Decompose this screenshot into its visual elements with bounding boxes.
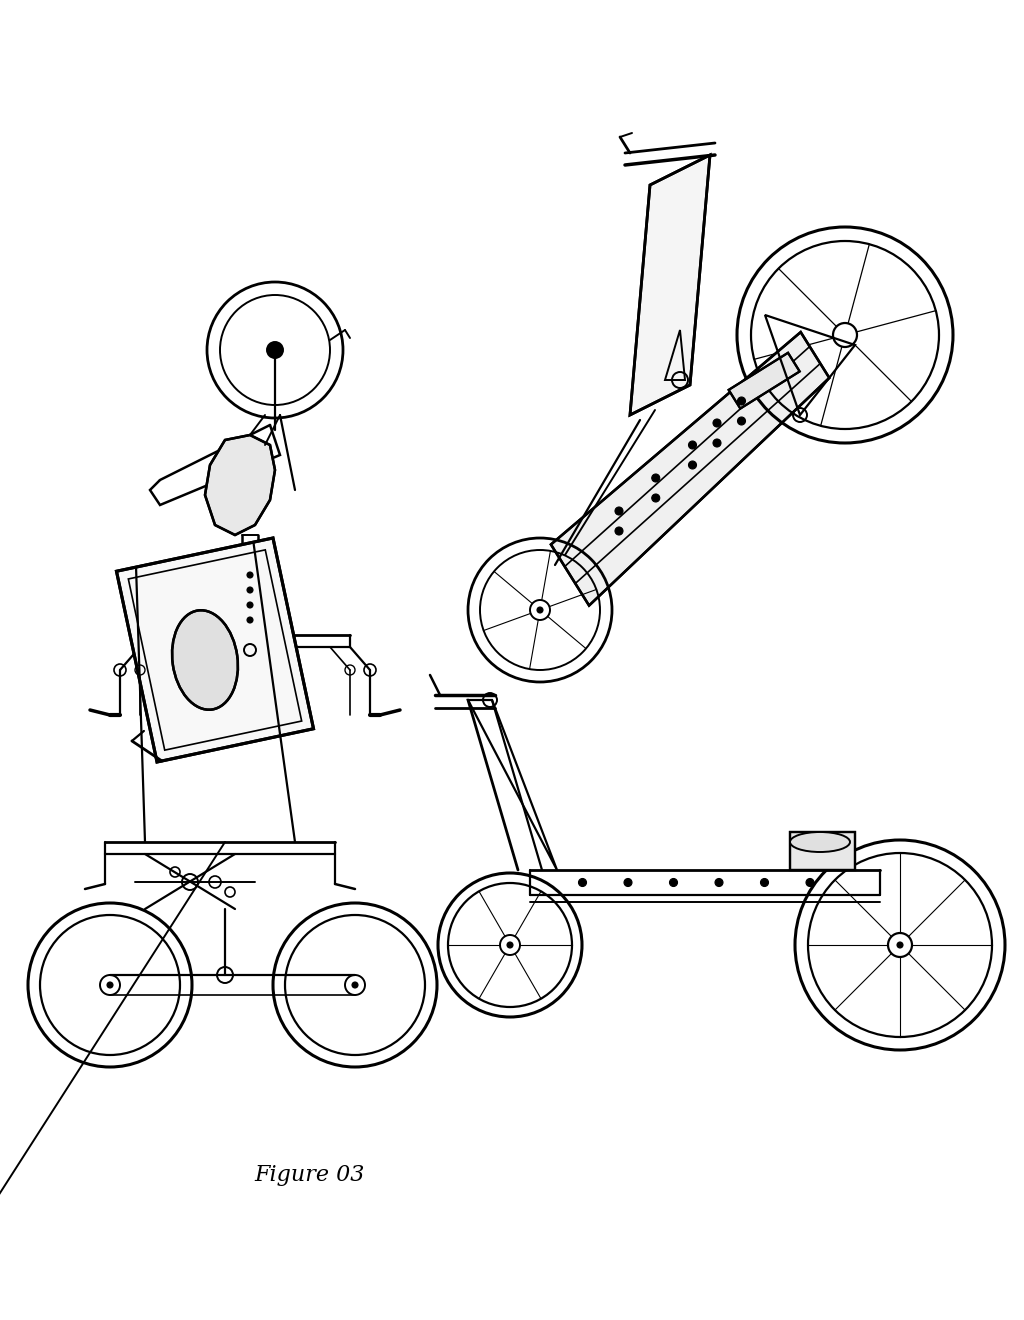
Text: US 2008/0203696 A1: US 2008/0203696 A1 bbox=[772, 48, 952, 62]
Circle shape bbox=[267, 342, 283, 358]
Circle shape bbox=[761, 879, 768, 887]
Text: Patent Application Publication: Patent Application Publication bbox=[72, 48, 334, 62]
Circle shape bbox=[247, 572, 253, 578]
Circle shape bbox=[624, 879, 632, 887]
Text: Figure 03: Figure 03 bbox=[255, 1164, 366, 1185]
Circle shape bbox=[507, 942, 513, 948]
Circle shape bbox=[897, 942, 903, 948]
Circle shape bbox=[615, 507, 623, 515]
Bar bbox=[790, 832, 855, 870]
Circle shape bbox=[651, 494, 659, 502]
Polygon shape bbox=[551, 333, 829, 606]
Text: Aug. 28, 2008  Sheet 3 of 17: Aug. 28, 2008 Sheet 3 of 17 bbox=[369, 48, 611, 62]
Circle shape bbox=[715, 879, 723, 887]
Circle shape bbox=[806, 879, 814, 887]
Bar bbox=[790, 832, 855, 870]
Circle shape bbox=[106, 982, 113, 987]
Circle shape bbox=[651, 474, 659, 482]
Circle shape bbox=[352, 982, 358, 987]
Ellipse shape bbox=[172, 610, 238, 710]
Circle shape bbox=[247, 616, 253, 623]
Circle shape bbox=[713, 418, 721, 426]
Circle shape bbox=[247, 602, 253, 609]
Circle shape bbox=[537, 607, 543, 612]
Circle shape bbox=[688, 441, 696, 449]
Polygon shape bbox=[630, 154, 710, 414]
Polygon shape bbox=[729, 352, 800, 409]
Circle shape bbox=[737, 417, 745, 425]
Circle shape bbox=[737, 397, 745, 405]
Polygon shape bbox=[117, 539, 313, 762]
Circle shape bbox=[579, 879, 587, 887]
Circle shape bbox=[713, 440, 721, 447]
Polygon shape bbox=[205, 436, 275, 535]
Circle shape bbox=[688, 461, 696, 469]
Bar bbox=[0, 1261, 1024, 1320]
Circle shape bbox=[670, 879, 678, 887]
Bar bbox=[0, 0, 1024, 73]
Circle shape bbox=[615, 527, 623, 535]
Ellipse shape bbox=[790, 832, 850, 851]
Circle shape bbox=[247, 587, 253, 593]
